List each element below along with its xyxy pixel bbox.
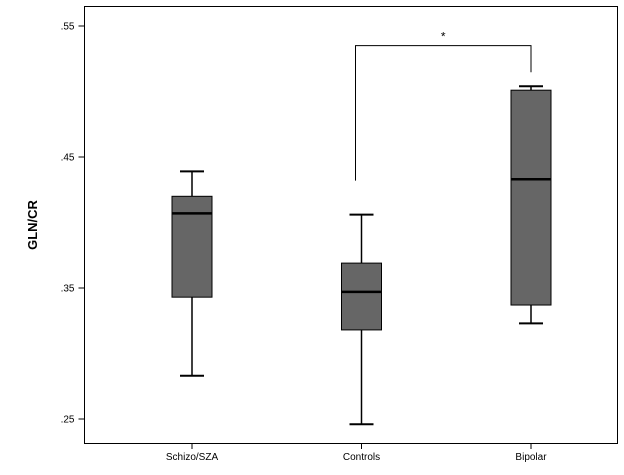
y-tick-label: .55 — [61, 22, 75, 33]
significance-bracket: * — [355, 30, 532, 181]
bracket-line — [355, 45, 532, 181]
iqr-box — [171, 195, 213, 298]
y-tick-label: .25 — [61, 415, 75, 426]
box-series — [171, 85, 552, 426]
x-tick-label: Schizo/SZA — [166, 452, 219, 463]
y-axis-title: GLN/CR — [25, 199, 40, 249]
y-axis-ticks: .55 .45 .35 .25 — [61, 22, 85, 426]
box-controls — [341, 213, 382, 426]
iqr-box — [510, 89, 552, 306]
x-tick-label: Bipolar — [515, 452, 547, 463]
box-schizo-sza — [171, 170, 213, 377]
box-bipolar — [510, 85, 552, 325]
iqr-box — [341, 262, 382, 331]
y-tick-label: .35 — [61, 284, 75, 295]
x-tick-label: Controls — [343, 452, 380, 463]
significance-label: * — [441, 30, 446, 44]
x-axis-labels: Schizo/SZA Controls Bipolar — [166, 443, 547, 463]
y-tick-label: .45 — [61, 153, 75, 164]
